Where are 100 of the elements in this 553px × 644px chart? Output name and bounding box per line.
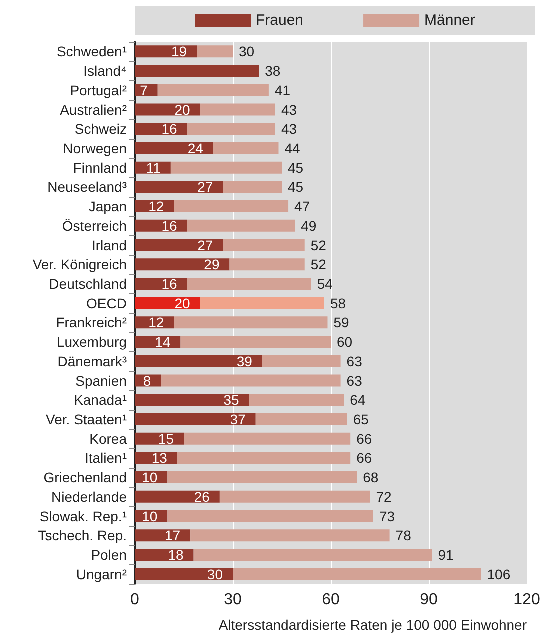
total-label: 45 — [288, 179, 304, 196]
y-tick-label: Dänemark³ — [58, 353, 128, 370]
total-label: 72 — [376, 488, 392, 505]
bar — [135, 181, 224, 194]
total-label: 44 — [284, 140, 301, 156]
bar — [174, 316, 328, 329]
data-label: 20 — [174, 295, 191, 312]
data-label: 27 — [198, 237, 214, 254]
data-label: 11 — [146, 160, 162, 176]
y-tick-label: Finnland — [73, 160, 127, 176]
bar — [135, 568, 233, 580]
data-label: 10 — [142, 470, 158, 486]
y-tick-label: Irland — [92, 237, 127, 254]
total-label: 47 — [294, 198, 310, 215]
bar — [190, 530, 390, 542]
bar — [213, 142, 279, 154]
total-label: 60 — [337, 334, 353, 350]
data-label: 16 — [162, 218, 178, 234]
y-tick-label: Korea — [90, 430, 128, 447]
data-label: 26 — [194, 488, 210, 505]
total-label: 59 — [334, 314, 350, 331]
bar — [174, 200, 289, 213]
bar — [135, 258, 230, 271]
total-label: 106 — [487, 566, 511, 582]
x-axis-title: Altersstandardisierte Raten je 100 000 Einwohner — [218, 617, 528, 633]
bar — [180, 336, 331, 348]
bar — [262, 355, 341, 368]
bar — [223, 181, 282, 194]
bar — [168, 472, 358, 484]
bar — [223, 239, 305, 252]
bar — [249, 394, 344, 406]
total-label: 58 — [330, 295, 346, 312]
data-label: 24 — [188, 140, 204, 156]
x-tick-label: 90 — [420, 592, 438, 608]
y-tick-label: Neuseeland³ — [48, 179, 128, 196]
total-label: 41 — [274, 82, 291, 98]
legend-label: Männer — [424, 12, 476, 29]
bar — [135, 394, 250, 406]
bar — [170, 162, 282, 174]
total-label: 66 — [356, 430, 372, 447]
data-label: 16 — [162, 121, 178, 138]
y-tick-label: Portugal² — [70, 82, 128, 98]
data-label: 14 — [155, 334, 171, 350]
x-tick-label: 120 — [514, 592, 540, 608]
bar — [184, 432, 351, 445]
data-label: 15 — [158, 430, 174, 447]
y-tick-label: Frankreich² — [56, 314, 128, 331]
total-label: 49 — [301, 218, 317, 234]
legend-label: Frauen — [256, 12, 304, 29]
y-tick-label: Österreich — [62, 218, 127, 234]
y-tick-label: Polen — [91, 546, 127, 563]
bar — [135, 413, 256, 426]
bar — [158, 84, 269, 96]
y-tick-label: Slowak. Rep.¹ — [40, 508, 128, 524]
y-tick-label: Kanada¹ — [74, 392, 128, 408]
data-label: 37 — [230, 411, 246, 428]
bar — [187, 278, 312, 290]
y-tick-label: Spanien — [76, 372, 127, 389]
bar — [135, 142, 214, 154]
y-tick-label: Australien² — [60, 102, 128, 118]
data-label: 30 — [207, 566, 224, 582]
y-tick-label: Island⁴ — [84, 63, 127, 80]
bar — [233, 568, 482, 580]
bar — [187, 123, 276, 136]
bar — [135, 297, 200, 310]
y-tick-label: Schweiz — [74, 121, 127, 138]
x-tick-label: 0 — [130, 592, 140, 608]
y-tick-label: Japan — [88, 198, 127, 215]
total-label: 64 — [350, 392, 366, 408]
total-label: 52 — [310, 256, 327, 273]
data-label: 18 — [168, 546, 184, 563]
y-tick-label: Griechenland — [44, 470, 127, 486]
y-tick-label: OECD — [86, 295, 127, 312]
data-label: 35 — [224, 392, 240, 408]
bar — [200, 297, 324, 310]
bar — [230, 258, 305, 271]
data-label: 12 — [148, 314, 164, 331]
total-label: 66 — [356, 450, 372, 466]
bar — [256, 413, 348, 426]
y-tick-label: Italien¹ — [84, 450, 128, 466]
total-label: 52 — [310, 237, 327, 254]
data-label: 16 — [162, 276, 178, 292]
total-label: 54 — [317, 276, 334, 292]
data-label: 12 — [148, 198, 164, 215]
data-label: 19 — [171, 44, 188, 60]
total-label: 63 — [346, 372, 363, 389]
bar — [135, 490, 220, 503]
data-label: 8 — [143, 372, 152, 389]
y-tick-label: Norwegen — [63, 140, 127, 156]
data-label: 13 — [152, 450, 168, 466]
bar — [197, 46, 233, 58]
y-tick-label: Ungarn² — [76, 566, 128, 582]
total-label: 63 — [346, 353, 363, 370]
total-label: 43 — [281, 102, 298, 118]
bar — [177, 452, 351, 464]
data-label: 27 — [198, 179, 214, 196]
y-tick-label: Ver. Königreich — [32, 256, 127, 273]
data-label: 29 — [204, 256, 220, 273]
total-label: 78 — [396, 528, 412, 544]
y-tick-label: Luxemburg — [56, 334, 127, 350]
